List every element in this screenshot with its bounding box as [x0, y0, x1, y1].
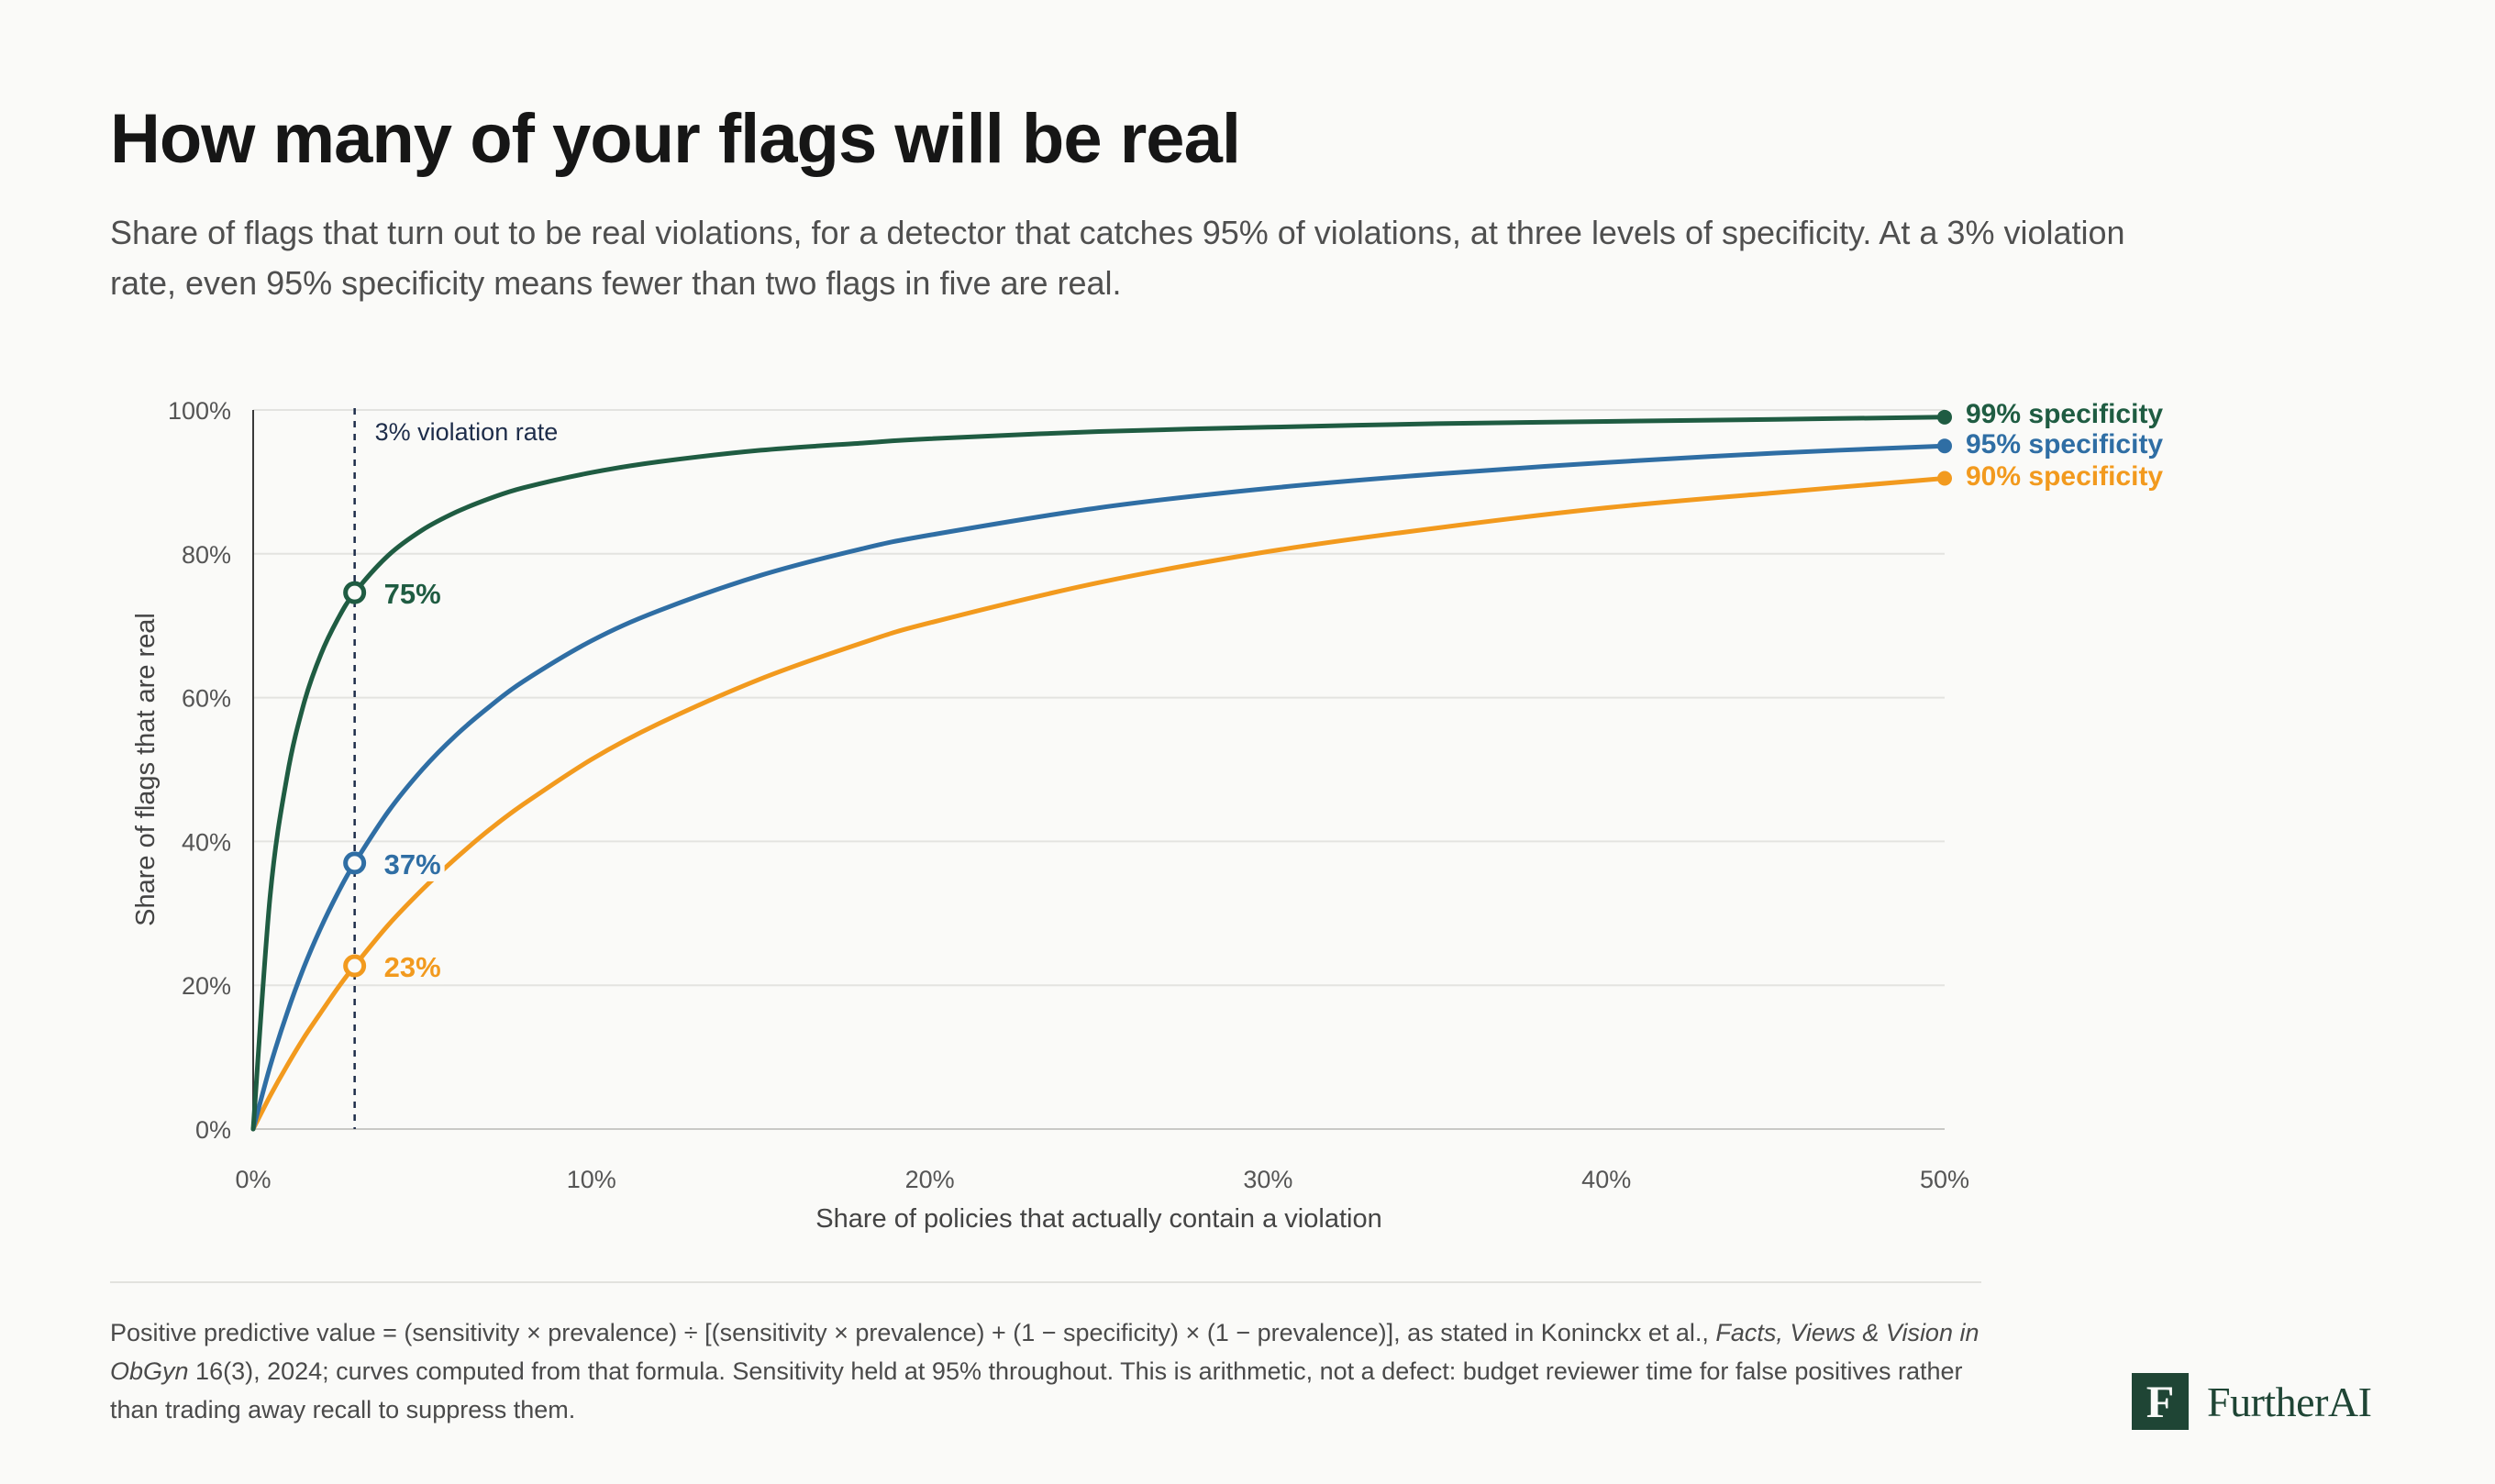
series-label-99-specificity: 99% specificity — [1966, 399, 2163, 429]
series-end-dot-99 — [1937, 409, 1952, 425]
x-tick-label: 50% — [1920, 1166, 1969, 1193]
ppv-line-chart: 0% 20% 40% 60% 80% 100% 0% 10% 20% 30% 40% 50% Share… — [131, 397, 2163, 1234]
footnote-journal: Facts, Views & Vision in ObGyn — [110, 1319, 1979, 1385]
series-line-90-specificity — [250, 476, 1947, 1132]
chart-subtitle: Share of flags that turn out to be real … — [110, 214, 2125, 302]
series-line-99-specificity — [250, 415, 1947, 1132]
x-tick-label: 10% — [567, 1166, 616, 1193]
y-tick-label: 0% — [195, 1116, 231, 1144]
furtherai-logo: F FurtherAI — [2132, 1373, 2372, 1430]
series-end-dot-95 — [1937, 438, 1952, 454]
y-tick-label: 40% — [182, 828, 231, 856]
reference-line-label: 3% violation rate — [375, 418, 559, 446]
y-tick-label: 80% — [182, 541, 231, 569]
footnote-text: Positive predictive value = (sensitivity… — [110, 1319, 1716, 1346]
series-label-95-specificity: 95% specificity — [1966, 429, 2163, 460]
y-tick-label: 20% — [182, 972, 231, 1000]
annotation-label-bg — [374, 576, 445, 612]
footnote-divider — [110, 1281, 1981, 1283]
logo-wordmark: FurtherAI — [2207, 1378, 2372, 1425]
annotation-label-23pct: 23% — [384, 951, 441, 983]
series-end-dot-90 — [1937, 471, 1952, 486]
chart-title: How many of your flags will be real — [110, 100, 1241, 178]
x-tick-label: 30% — [1243, 1166, 1292, 1193]
x-tick-label: 0% — [235, 1166, 271, 1193]
x-tick-label: 40% — [1581, 1166, 1631, 1193]
annotation-label-bg — [374, 949, 445, 985]
annotation-label-75pct: 75% — [384, 578, 441, 610]
annotation-marker-75pct — [343, 581, 367, 604]
y-axis-title: Share of flags that are real — [131, 613, 161, 926]
footnote: Positive predictive value = (sensitivity… — [110, 1313, 1981, 1429]
annotation-label-bg — [374, 846, 445, 881]
annotation-marker-23pct — [343, 954, 367, 978]
annotation-label-37pct: 37% — [384, 848, 441, 880]
y-tick-label: 100% — [168, 397, 231, 425]
series-line-95-specificity — [250, 443, 1947, 1132]
logo-mark: F — [2132, 1373, 2189, 1430]
x-tick-label: 20% — [905, 1166, 955, 1193]
x-axis-title: Share of policies that actually contain … — [815, 1204, 1381, 1234]
annotation-marker-37pct — [343, 851, 367, 875]
y-tick-label: 60% — [182, 685, 231, 713]
series-label-90-specificity: 90% specificity — [1966, 461, 2163, 492]
footnote-text-continued: 16(3), 2024; curves computed from that f… — [110, 1357, 1963, 1423]
